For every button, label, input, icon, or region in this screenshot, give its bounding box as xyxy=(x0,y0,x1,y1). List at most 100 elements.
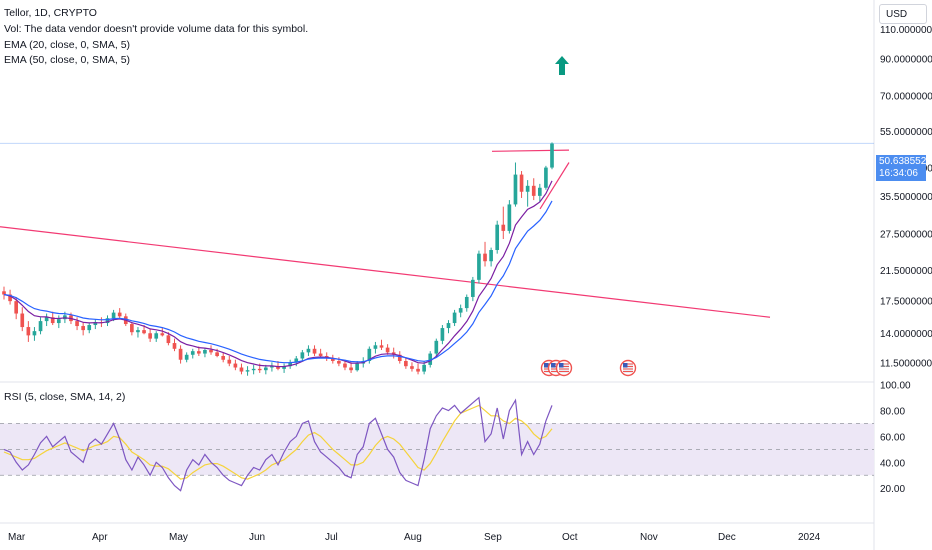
candle xyxy=(209,345,213,355)
candle-body xyxy=(312,348,317,354)
candle-body xyxy=(416,368,420,372)
candle xyxy=(525,180,530,207)
candle xyxy=(32,327,37,341)
candle xyxy=(312,345,317,357)
candle xyxy=(428,351,433,368)
support-line xyxy=(539,162,570,210)
candle-body xyxy=(477,253,481,280)
us-flag-event-icon xyxy=(619,359,637,377)
candle xyxy=(75,317,79,331)
candle-body xyxy=(337,361,341,364)
candle xyxy=(501,206,506,240)
candle-body xyxy=(56,319,61,324)
candle xyxy=(531,178,536,201)
candle-body xyxy=(148,333,152,339)
candle-body xyxy=(330,358,335,362)
candle-body xyxy=(111,312,116,319)
candle-body xyxy=(525,185,530,192)
candle-body xyxy=(550,143,554,168)
time-axis[interactable]: Mar Apr May Jun Jul Aug Sep Oct Nov Dec 2024 xyxy=(8,532,821,543)
rsi-legend[interactable]: RSI (5, close, SMA, 14, 2) xyxy=(4,391,126,403)
candle xyxy=(148,329,152,342)
resistance-line xyxy=(491,149,570,152)
grid xyxy=(0,0,875,550)
candle-body xyxy=(422,364,426,372)
candle-body xyxy=(184,354,189,360)
rsi-tick-label: 40.00 xyxy=(880,458,905,469)
candle xyxy=(154,331,159,342)
candle-body xyxy=(397,354,402,362)
flag-canton xyxy=(623,363,628,368)
candle xyxy=(81,322,85,336)
candle xyxy=(178,345,183,364)
candle-body xyxy=(136,330,140,333)
candle xyxy=(367,346,372,364)
candle-body xyxy=(233,363,238,368)
candle-body xyxy=(495,224,500,251)
candle-body xyxy=(38,321,43,332)
price-tick-label: 11.5000000 xyxy=(880,358,932,369)
candle-body xyxy=(404,361,408,367)
rsi-tick-label: 100.00 xyxy=(880,381,911,392)
candle xyxy=(452,309,457,327)
candle-body xyxy=(306,348,311,353)
candle xyxy=(373,341,378,354)
ema50-legend[interactable]: EMA (50, close, 0, SMA, 5) xyxy=(4,54,131,66)
candle-body xyxy=(75,321,79,327)
candle xyxy=(416,363,420,375)
price-axis[interactable]: 110.0000000 90.0000000 70.0000000 55.000000… xyxy=(880,25,932,369)
symbol-title[interactable]: Tellor, 1D, CRYPTO xyxy=(4,7,97,19)
candle-body xyxy=(245,370,250,372)
candle-body xyxy=(215,352,219,357)
candle xyxy=(483,241,487,267)
candle xyxy=(166,332,171,346)
time-tick-label: Aug xyxy=(404,532,422,543)
time-tick-label: Apr xyxy=(92,532,108,543)
candle-body xyxy=(44,317,49,322)
candle-body xyxy=(519,174,524,192)
rsi-axis[interactable]: 100.00 80.00 60.00 40.00 20.00 xyxy=(880,381,911,495)
flag-canton xyxy=(551,363,556,368)
candle xyxy=(14,296,19,320)
candle xyxy=(379,339,384,350)
candle xyxy=(513,162,518,207)
candle-body xyxy=(172,343,177,349)
flag-canton xyxy=(544,363,549,368)
candle xyxy=(507,200,512,234)
candle xyxy=(233,359,238,371)
price-tick-label: 110.0000000 xyxy=(880,25,932,36)
ema20-legend[interactable]: EMA (20, close, 0, SMA, 5) xyxy=(4,39,131,51)
candle xyxy=(300,349,305,362)
candle xyxy=(190,348,195,359)
candle xyxy=(391,347,396,359)
rsi-tick-label: 80.00 xyxy=(880,407,905,418)
candle-body xyxy=(276,366,280,369)
candle xyxy=(105,315,110,327)
candle-body xyxy=(130,324,134,333)
candle-body xyxy=(464,296,469,309)
ema50-line xyxy=(3,200,553,364)
candle xyxy=(330,354,335,364)
trendlines xyxy=(0,149,771,318)
candle xyxy=(136,327,140,338)
candle-body xyxy=(105,318,110,324)
candle-body xyxy=(471,279,475,297)
candle-body xyxy=(531,185,536,196)
ema-lines xyxy=(3,180,553,368)
long-downtrend-line xyxy=(0,226,771,318)
candle-body xyxy=(2,291,6,295)
candle-body xyxy=(446,323,451,329)
candle-body xyxy=(367,348,372,362)
candle xyxy=(288,359,293,369)
price-tick-label: 21.5000000 xyxy=(880,266,932,277)
candle-body xyxy=(87,325,92,331)
candle xyxy=(489,247,493,267)
rsi-band xyxy=(0,423,874,476)
currency-button[interactable]: USD xyxy=(879,4,927,24)
candle xyxy=(251,364,256,375)
time-tick-label: Mar xyxy=(8,532,26,543)
candle xyxy=(477,250,481,284)
price-tick-label: 14.0000000 xyxy=(880,329,932,340)
time-tick-label: Sep xyxy=(484,532,502,543)
